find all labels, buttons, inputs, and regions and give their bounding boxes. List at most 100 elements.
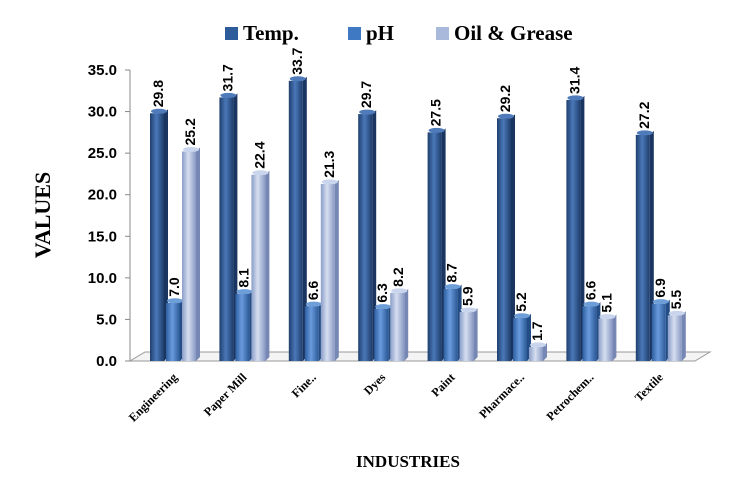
bar-top (391, 288, 408, 294)
y-tick-label: 35.0 (88, 62, 117, 79)
legend-label-ph: pH (366, 21, 394, 45)
bar (150, 113, 164, 361)
bar-top (444, 284, 461, 290)
legend-swatch-temp (225, 27, 238, 40)
bar (635, 134, 650, 361)
data-label: 7.0 (166, 277, 182, 297)
bar-side (511, 114, 515, 361)
data-label: 29.2 (497, 85, 513, 112)
legend-label-temp: Temp. (243, 21, 299, 45)
bar-side (334, 179, 339, 361)
bar-top (289, 76, 306, 82)
bar-top (167, 298, 183, 304)
y-axis-title: VALUES (30, 172, 55, 258)
data-label: 29.8 (150, 80, 166, 107)
data-label: 31.7 (219, 64, 235, 91)
data-label: 6.6 (582, 280, 598, 300)
bar-top (375, 304, 392, 310)
data-label: 6.3 (374, 283, 390, 303)
bar-side (580, 95, 585, 361)
data-label: 33.7 (289, 47, 305, 74)
bar-side (196, 147, 200, 361)
y-tick-label: 15.0 (88, 228, 117, 245)
bar-side (164, 109, 168, 361)
bar-side (372, 110, 377, 362)
data-label: 21.3 (321, 150, 337, 177)
bar (427, 132, 442, 361)
category-label: Paint (428, 370, 457, 399)
bar-top (652, 299, 669, 305)
bar-top (599, 314, 616, 320)
bar-top (567, 95, 584, 101)
category-label: Petrochem.. (543, 370, 596, 423)
bar (374, 308, 389, 361)
bar-top (498, 113, 514, 119)
data-label: 25.2 (182, 118, 198, 145)
bar-top (668, 310, 685, 316)
bar-top (183, 146, 199, 152)
bar-top (636, 130, 653, 136)
bar-side (473, 307, 478, 361)
bar (320, 183, 335, 361)
bar (651, 303, 666, 361)
category-label: Fine.. (289, 370, 319, 400)
y-tick-label: 5.0 (96, 311, 117, 328)
data-label: 8.7 (444, 263, 460, 283)
bar (235, 293, 250, 361)
data-label: 5.5 (668, 290, 684, 310)
bar (459, 311, 474, 361)
category-label: Dyes (361, 370, 389, 398)
y-tick-label: 30.0 (88, 104, 117, 121)
bar-top (321, 179, 338, 185)
bar (219, 97, 234, 362)
bar (304, 306, 319, 361)
bar-side (612, 314, 617, 361)
bars: 29.8 7.0 25.2 31.7 8.1 22.4 33.7 6.6 21.3 29.7 6.3… (150, 47, 686, 362)
bar-side (543, 342, 547, 361)
y-ticks: 0.0 5.0 10.0 15.0 20.0 25.0 30.0 35.0 (88, 62, 130, 370)
y-tick-label: 25.0 (88, 145, 117, 162)
data-label: 27.2 (636, 101, 652, 128)
data-label: 6.6 (305, 280, 321, 300)
data-label: 5.9 (460, 286, 476, 306)
data-label: 5.2 (513, 292, 529, 312)
category-label: Pharmace.. (476, 370, 527, 421)
bar-top (252, 170, 269, 176)
bar-top (305, 301, 322, 307)
x-axis-title: INDUSTRIES (356, 452, 460, 471)
bar-side (265, 170, 270, 361)
bar-top (236, 289, 253, 295)
bar-side (681, 311, 686, 361)
bar (390, 292, 405, 361)
bar-top (359, 109, 376, 115)
data-label: 31.4 (566, 66, 582, 93)
bar (582, 306, 597, 361)
bar (513, 317, 527, 361)
bar (566, 99, 581, 361)
y-tick-label: 20.0 (88, 187, 117, 204)
bar-top (514, 313, 530, 319)
bar (182, 151, 196, 361)
category-label: Paper Mill (201, 370, 250, 419)
bar (497, 118, 511, 361)
bar-top (151, 108, 167, 114)
data-label: 29.7 (358, 81, 374, 108)
bar (443, 288, 458, 361)
bar (251, 174, 266, 361)
data-label: 8.2 (390, 267, 406, 287)
legend-label-oil-grease: Oil & Grease (454, 21, 573, 45)
data-label: 8.1 (235, 268, 251, 288)
legend-swatch-oil-grease (436, 27, 449, 40)
bar (288, 80, 303, 362)
bar (529, 346, 543, 361)
bar-top (220, 92, 237, 98)
data-label: 5.1 (598, 293, 614, 313)
data-label: 27.5 (428, 99, 444, 126)
category-label: Engineering (126, 370, 180, 424)
data-label: 1.7 (529, 321, 545, 341)
bar-side (404, 288, 409, 361)
data-label: 22.4 (251, 141, 267, 168)
bar-top (428, 127, 445, 133)
data-label: 6.9 (652, 278, 668, 298)
